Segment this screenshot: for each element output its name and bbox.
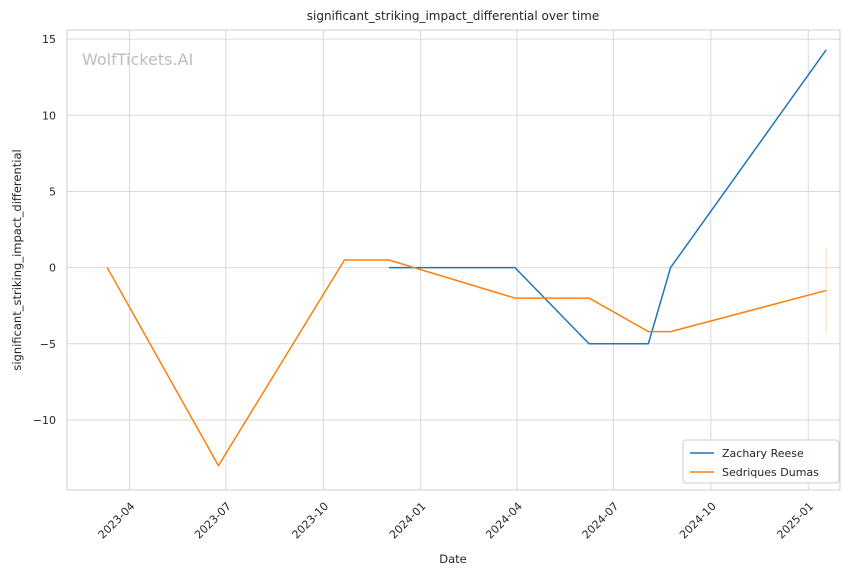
legend-label-sedriques-dumas: Sedriques Dumas: [722, 466, 819, 479]
x-axis-label: Date: [439, 552, 467, 566]
series-layer: [106, 49, 827, 467]
grid: [67, 30, 840, 490]
x-tick-label: 2024-10: [677, 500, 719, 542]
legend-label-zachary-reese: Zachary Reese: [722, 447, 804, 460]
legend-box: [682, 439, 840, 484]
x-tick-label: 2025-01: [774, 500, 816, 542]
series-line-sedriques-dumas: [106, 259, 827, 467]
y-tick-label: 10: [42, 109, 56, 122]
y-tick-label: 5: [49, 185, 56, 198]
x-tick-label: 2023-04: [96, 500, 138, 542]
y-tick-label: −10: [33, 414, 56, 427]
plot-area-frame: [66, 29, 841, 491]
y-tick-label: 0: [49, 262, 56, 275]
x-tick-label: 2024-04: [483, 500, 525, 542]
x-tick-label: 2023-07: [192, 500, 234, 542]
x-tick-label: 2023-10: [290, 500, 332, 542]
y-axis-label: significant_striking_impact_differential: [10, 149, 24, 370]
legend: Zachary Reese Sedriques Dumas: [682, 439, 840, 484]
x-tick-label: 2024-01: [387, 500, 429, 542]
y-tick-label: 15: [42, 33, 56, 46]
chart-title: significant_striking_impact_differential…: [307, 9, 599, 23]
series-line-zachary-reese: [388, 49, 827, 345]
watermark: WolfTickets.AI: [82, 50, 193, 69]
x-tick-label: 2024-07: [580, 500, 622, 542]
y-tick-label: −5: [40, 338, 56, 351]
